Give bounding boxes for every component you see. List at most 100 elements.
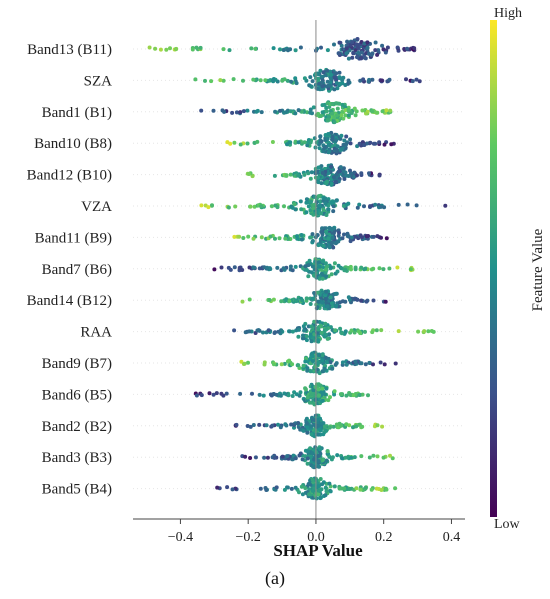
shap-point [393,361,398,366]
shap-point [290,268,295,273]
colorbar-low-label: Low [494,517,521,532]
shap-point [317,264,322,269]
shap-point [316,260,321,265]
shap-point [289,79,294,84]
shap-point [382,362,387,367]
shap-point [305,456,310,461]
shap-point [310,239,315,243]
shap-point [225,140,230,145]
shap-point [374,486,379,491]
shap-point [271,46,276,51]
feature-label: Band1 (B1) [42,105,112,121]
shap-point [317,353,322,358]
shap-point [357,393,362,397]
shap-point [387,77,392,82]
shap-point [315,86,320,91]
shap-point [393,486,398,491]
shap-point [348,137,353,142]
shap-point [353,267,358,272]
shap-point [289,422,294,427]
shap-point [373,202,378,207]
shap-point [158,47,163,52]
shap-point [264,423,269,428]
shap-point [310,354,315,359]
shap-point [299,484,304,489]
shap-point [334,172,339,177]
shap-point [323,73,328,78]
shap-point [301,428,306,433]
shap-point [294,299,299,304]
shap-point [337,76,342,81]
shap-point [291,453,296,458]
shap-point [361,77,366,82]
shap-point [262,455,267,460]
shap-point [329,272,334,277]
shap-point [198,45,203,50]
shap-point [168,46,172,51]
x-tick-label: 0.4 [443,530,461,545]
shap-point [285,485,290,490]
shap-point [355,205,360,210]
shap-point [319,211,324,216]
shap-point [263,78,268,83]
shap-point [245,141,250,146]
shap-point [248,204,253,209]
x-tick-label: −0.2 [235,530,260,545]
feature-label: Band10 (B8) [34,136,112,152]
feature-swarm [199,193,448,218]
shap-point [334,149,339,154]
shap-point [337,486,342,491]
shap-point [174,46,179,51]
shap-point [328,295,333,300]
shap-point [358,56,363,61]
shap-point [225,485,230,490]
shap-point [199,203,204,208]
shap-point [327,142,331,147]
shap-point [329,301,334,306]
shap-point [300,457,305,462]
shap-point [331,424,336,429]
shap-point [209,203,214,208]
shap-point [230,487,235,492]
shap-point [255,139,260,144]
shap-point [316,360,321,365]
shap-point [242,361,247,366]
shap-point [315,290,320,295]
shap-point [232,328,237,333]
shap-point [320,300,325,305]
shap-point [324,274,329,279]
shap-point [337,70,342,75]
shap-point [329,200,334,205]
shap-point [240,299,245,304]
shap-point [336,233,341,238]
shap-point [290,394,295,398]
shap-point [283,236,288,241]
shap-point [303,486,308,491]
shap-point [315,418,320,422]
shap-point [298,45,303,50]
shap-point [320,103,325,108]
shap-point [319,114,323,118]
shap-point [288,109,293,114]
shap-point [319,324,324,329]
shap-point [371,141,376,146]
shap-point [252,204,257,209]
shap-point [344,393,349,398]
shap-point [326,398,331,403]
shap-point [251,236,256,241]
shap-point [320,276,325,281]
shap-point [358,233,363,238]
feature-label: Band6 (B5) [42,387,112,403]
colorbar-title: Feature Value [530,228,546,311]
shap-point [190,47,195,52]
shap-point [384,487,389,492]
shap-point [241,109,246,114]
shap-point [302,76,307,81]
shap-point [316,299,321,304]
shap-point [332,389,337,394]
shap-point [311,206,316,211]
shap-point [431,329,436,334]
shap-point [324,428,329,433]
shap-point [247,172,251,176]
shap-point [363,485,368,490]
